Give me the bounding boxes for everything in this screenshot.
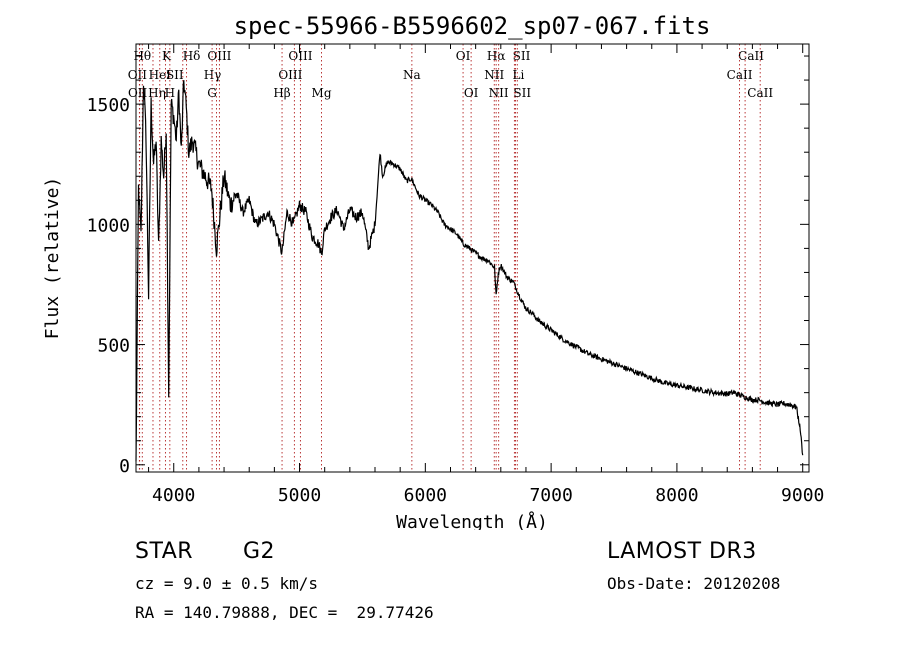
spectrum-chart: spec-55966-B5596602_sp07-067.fits Hθ OII O… — [42, 12, 824, 530]
x-tick-label: 8000 — [655, 485, 698, 506]
x-tick-label: 7000 — [529, 485, 572, 506]
spectral-line-label: K — [162, 49, 172, 63]
spectral-line-label: SII — [513, 86, 531, 100]
spectral-line-label: OII — [128, 68, 148, 82]
spectral-line-label: HeI — [149, 68, 172, 82]
spectral-line-label: Mg — [312, 86, 332, 100]
spectral-line-label: H — [165, 86, 175, 100]
spectral-line-label: OI — [464, 86, 479, 100]
spectral-line-label: OII — [128, 86, 148, 100]
spectral-line-label: Hβ — [273, 86, 290, 100]
spectral-line-label: Hθ — [133, 49, 151, 63]
spectral-line-label: OIII — [207, 49, 231, 63]
x-axis-label: Wavelength (Å) — [396, 511, 548, 530]
spectral-line-label: Na — [403, 68, 421, 82]
y-axis-label: Flux (relative) — [42, 177, 63, 340]
spectral-line-label: NII — [484, 68, 504, 82]
spectral-line-label: OI — [456, 49, 471, 63]
spectral-line-label: OIII — [288, 49, 312, 63]
y-tick-label: 0 — [119, 456, 130, 477]
spectral-line-label: SII — [166, 68, 184, 82]
spectral-line-label: OIII — [278, 68, 302, 82]
survey-name: LAMOST DR3 — [607, 539, 757, 564]
x-axis: 4000 5000 6000 7000 8000 9000 — [148, 44, 824, 506]
spectral-line-label: Li — [512, 68, 524, 82]
spectral-line-label: Hδ — [183, 49, 201, 63]
spectral-line-label: NII — [489, 86, 509, 100]
spectrum-line — [135, 80, 804, 462]
spectral-line-markers: Hθ OII OII Hη HeI K H SII Hδ OIII Hγ G Hβ OIII OIII Mg N… — [128, 44, 773, 472]
coordinates: RA = 140.79888, DEC = 29.77426 — [135, 603, 434, 622]
spectral-line-label: CaII — [738, 49, 764, 63]
y-tick-label: 1500 — [87, 95, 130, 116]
observation-date: Obs-Date: 20120208 — [607, 574, 781, 593]
spectral-line-label: CaII — [727, 68, 753, 82]
spectral-line-label: SII — [513, 49, 531, 63]
spectral-line-label: Hγ — [204, 68, 222, 82]
spectral-line-label: Hη — [148, 86, 166, 100]
x-tick-label: 5000 — [278, 485, 321, 506]
chart-title: spec-55966-B5596602_sp07-067.fits — [234, 12, 711, 40]
plot-frame — [135, 43, 810, 473]
x-tick-label: 4000 — [152, 485, 195, 506]
spectral-subclass: G2 — [243, 539, 276, 564]
object-class: STAR — [135, 539, 194, 564]
spectral-line-label: Hα — [487, 49, 506, 63]
y-tick-label: 1000 — [87, 215, 130, 236]
y-tick-label: 500 — [97, 336, 130, 357]
redshift-velocity: cz = 9.0 ± 0.5 km/s — [135, 574, 319, 593]
spectral-line-label: CaII — [747, 86, 773, 100]
x-tick-label: 9000 — [781, 485, 824, 506]
y-axis: 0 500 1000 1500 — [87, 55, 809, 477]
spectral-line-label: G — [207, 86, 217, 100]
x-tick-label: 6000 — [404, 485, 447, 506]
